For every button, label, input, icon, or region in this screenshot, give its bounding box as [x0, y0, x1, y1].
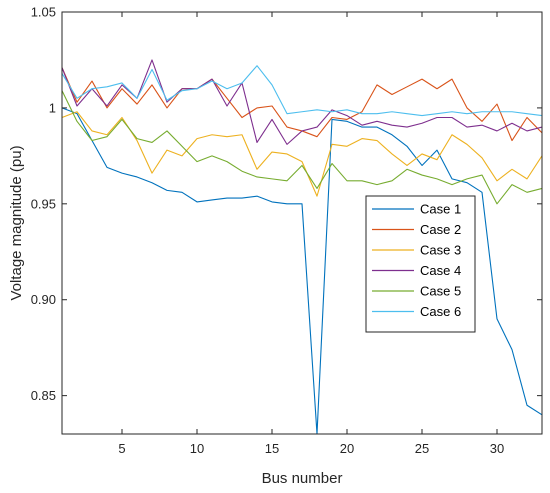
legend-label-case-6: Case 6 — [420, 304, 461, 319]
series-line-case-4 — [61, 59, 543, 145]
legend-label-case-3: Case 3 — [420, 243, 461, 258]
series-line-case-3 — [61, 111, 543, 197]
y-tick-label: 0.95 — [31, 196, 56, 211]
y-tick-label: 0.85 — [31, 388, 56, 403]
ticks-layer: 5 10 15 20 25 30 0.85 0.90 0.95 1 1.05 — [31, 5, 542, 456]
series-line-case-1 — [61, 107, 543, 435]
x-tick-label: 20 — [340, 441, 354, 456]
axes-layer — [61, 11, 543, 435]
y-tick-label: 1.05 — [31, 5, 56, 20]
y-tick-label: 0.90 — [31, 292, 56, 307]
x-tick-label: 30 — [490, 441, 504, 456]
legend-label-case-1: Case 1 — [420, 202, 461, 217]
series-layer — [61, 59, 543, 435]
series-line-case-5 — [61, 90, 543, 205]
legend: Case 1 Case 2 Case 3 Case 4 Case 5 Case 6 — [365, 195, 476, 333]
y-axis-title: Voltage magnitude (pu) — [8, 145, 25, 300]
legend-label-case-2: Case 2 — [420, 222, 461, 237]
x-tick-label: 15 — [265, 441, 279, 456]
legend-label-case-4: Case 4 — [420, 263, 461, 278]
series-line-case-6 — [61, 65, 543, 117]
axes-box — [61, 11, 543, 435]
legend-label-case-5: Case 5 — [420, 284, 461, 299]
x-tick-label: 10 — [190, 441, 204, 456]
x-tick-label: 5 — [118, 441, 125, 456]
y-tick-label: 1 — [49, 100, 56, 115]
x-tick-label: 25 — [415, 441, 429, 456]
x-axis-title: Bus number — [262, 470, 343, 487]
legend-box — [365, 195, 476, 333]
